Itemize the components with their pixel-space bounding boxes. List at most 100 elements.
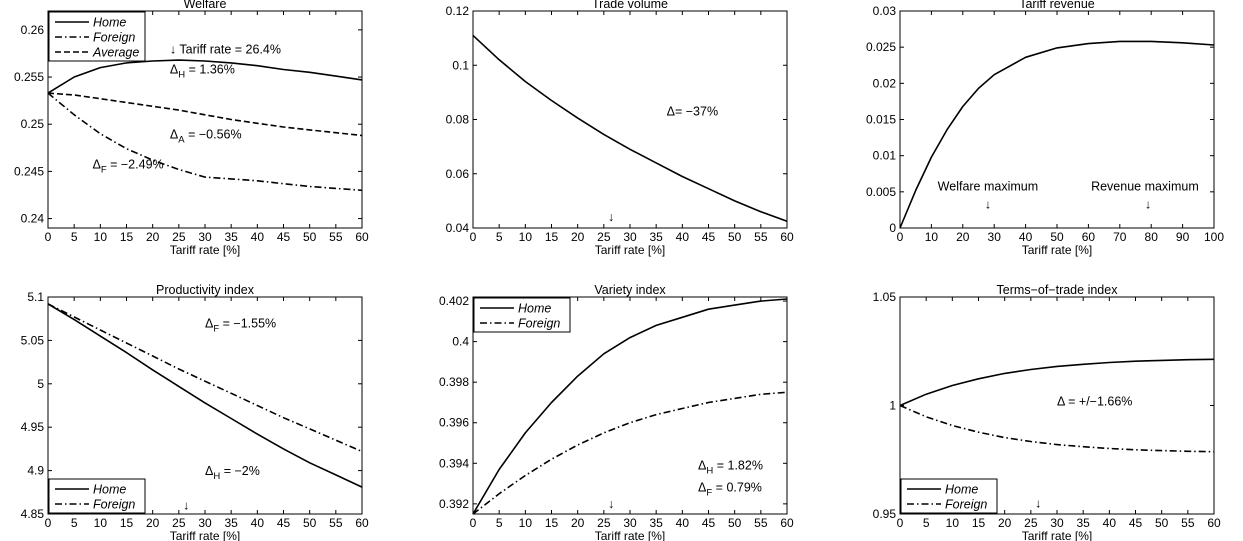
- x-tick-label: 45: [277, 230, 291, 244]
- series-line-home: [47, 59, 363, 94]
- annotation: ↓ Tariff rate = 26.4%: [170, 42, 281, 56]
- annotation-value: = −2%: [220, 464, 260, 478]
- y-tick-label: 0.26: [21, 23, 45, 37]
- x-tick-label: 20: [571, 230, 585, 244]
- x-tick-label: 50: [303, 516, 317, 530]
- x-tick-label: 45: [277, 516, 291, 530]
- x-tick-label: 20: [998, 516, 1012, 530]
- plot-frame: [472, 10, 788, 229]
- x-tick-label: 0: [45, 230, 52, 244]
- x-tick-label: 20: [956, 230, 970, 244]
- annotation-text: Δ = +/−1.66%: [1057, 395, 1132, 409]
- y-tick-label: 5.05: [21, 333, 45, 347]
- annotation-text: ↓: [1145, 197, 1151, 211]
- annotation: ↓: [1035, 496, 1041, 510]
- x-tick-label: 35: [649, 516, 663, 530]
- x-tick-label: 10: [519, 516, 533, 530]
- y-tick-label: 0.396: [439, 416, 469, 430]
- legend-entry: Home: [93, 16, 126, 30]
- x-tick-label: 25: [172, 230, 186, 244]
- x-tick-label: 45: [702, 516, 716, 530]
- x-tick-label: 60: [1082, 230, 1096, 244]
- annotation-text: Δ: [205, 464, 213, 478]
- y-tick-label: 5: [37, 377, 44, 391]
- x-tick-label: 5: [496, 230, 503, 244]
- x-tick-label: 50: [728, 230, 742, 244]
- x-tick-label: 50: [1155, 516, 1169, 530]
- plot-frame: [899, 10, 1215, 229]
- annotation: ΔA = −0.56%: [170, 127, 242, 145]
- x-tick-label: 55: [329, 516, 343, 530]
- x-tick-label: 25: [1024, 516, 1038, 530]
- legend-entry: Foreign: [93, 31, 135, 45]
- y-tick-label: 0.04: [446, 221, 470, 235]
- x-axis-label: Tariff rate [%]: [170, 243, 240, 257]
- y-tick-label: 0.245: [14, 164, 44, 178]
- annotation-value: = −2.49%: [107, 158, 164, 172]
- x-tick-label: 0: [470, 230, 477, 244]
- x-tick-label: 10: [94, 516, 108, 530]
- series-line-home: [47, 303, 363, 488]
- x-tick-label: 10: [925, 230, 939, 244]
- x-tick-label: 30: [198, 516, 212, 530]
- x-tick-label: 35: [1076, 516, 1090, 530]
- x-tick-label: 0: [470, 516, 477, 530]
- annotation-text: ↓: [1035, 496, 1041, 510]
- annotation-text: Δ: [170, 127, 178, 141]
- y-tick-label: 1.05: [873, 290, 897, 304]
- annotation-value: = 1.36%: [185, 62, 235, 76]
- y-tick-label: 0.255: [14, 70, 44, 84]
- annotation-value: = 0.79%: [712, 481, 762, 495]
- x-tick-label: 5: [71, 516, 78, 530]
- annotation-text: ↓: [183, 499, 189, 513]
- x-tick-label: 40: [676, 516, 690, 530]
- y-tick-label: 0.01: [873, 149, 897, 163]
- annotation-text: ↓: [985, 197, 991, 211]
- legend-box: [900, 478, 998, 514]
- y-tick-label: 0.1: [452, 58, 469, 72]
- x-tick-label: 35: [649, 230, 663, 244]
- annotation-text: Δ: [170, 62, 178, 76]
- x-tick-label: 0: [897, 230, 904, 244]
- x-axis-label: Tariff rate [%]: [1022, 529, 1092, 541]
- x-tick-label: 50: [1050, 230, 1064, 244]
- chart-panel: Productivity index Tariff rate [%] 0 5 10 15 2…: [21, 283, 369, 541]
- chart-panel: Welfare Tariff rate [%] 0 5 10 15 20 25 30 35 40 45…: [14, 0, 369, 257]
- series-line-main: [472, 34, 788, 222]
- annotation: ΔH = −2%: [205, 464, 260, 482]
- y-tick-label: 0: [889, 221, 896, 235]
- annotation-text: Δ= −37%: [667, 104, 718, 118]
- chart-title: Variety index: [594, 283, 666, 297]
- y-tick-label: 5.1: [27, 290, 44, 304]
- annotation-text: ↓ Tariff rate = 26.4%: [170, 42, 281, 56]
- x-tick-label: 15: [545, 516, 559, 530]
- series-line-home: [472, 298, 788, 515]
- x-tick-label: 20: [146, 516, 160, 530]
- x-tick-label: 40: [1019, 230, 1033, 244]
- y-tick-label: 4.9: [27, 464, 44, 478]
- x-tick-label: 45: [1129, 516, 1143, 530]
- series-line-foreign: [47, 303, 363, 453]
- legend-entry: Home: [518, 302, 551, 316]
- x-tick-label: 80: [1145, 230, 1159, 244]
- x-tick-label: 55: [1181, 516, 1195, 530]
- y-tick-label: 0.06: [446, 167, 470, 181]
- y-tick-label: 4.95: [21, 420, 45, 434]
- chart-title: Trade volume: [592, 0, 668, 11]
- legend-box: [473, 297, 571, 333]
- x-tick-label: 15: [120, 230, 134, 244]
- y-tick-label: 1: [889, 399, 896, 413]
- x-tick-label: 10: [946, 516, 960, 530]
- x-tick-label: 60: [355, 230, 369, 244]
- x-axis-label: Tariff rate [%]: [595, 529, 665, 541]
- y-tick-label: 0.08: [446, 113, 470, 127]
- series-line-main: [899, 40, 1215, 229]
- x-tick-label: 15: [972, 516, 986, 530]
- series-line-foreign: [472, 391, 788, 515]
- x-tick-label: 35: [224, 516, 238, 530]
- annotation-subscript: H: [178, 69, 185, 80]
- annotation-subscript: H: [213, 471, 220, 482]
